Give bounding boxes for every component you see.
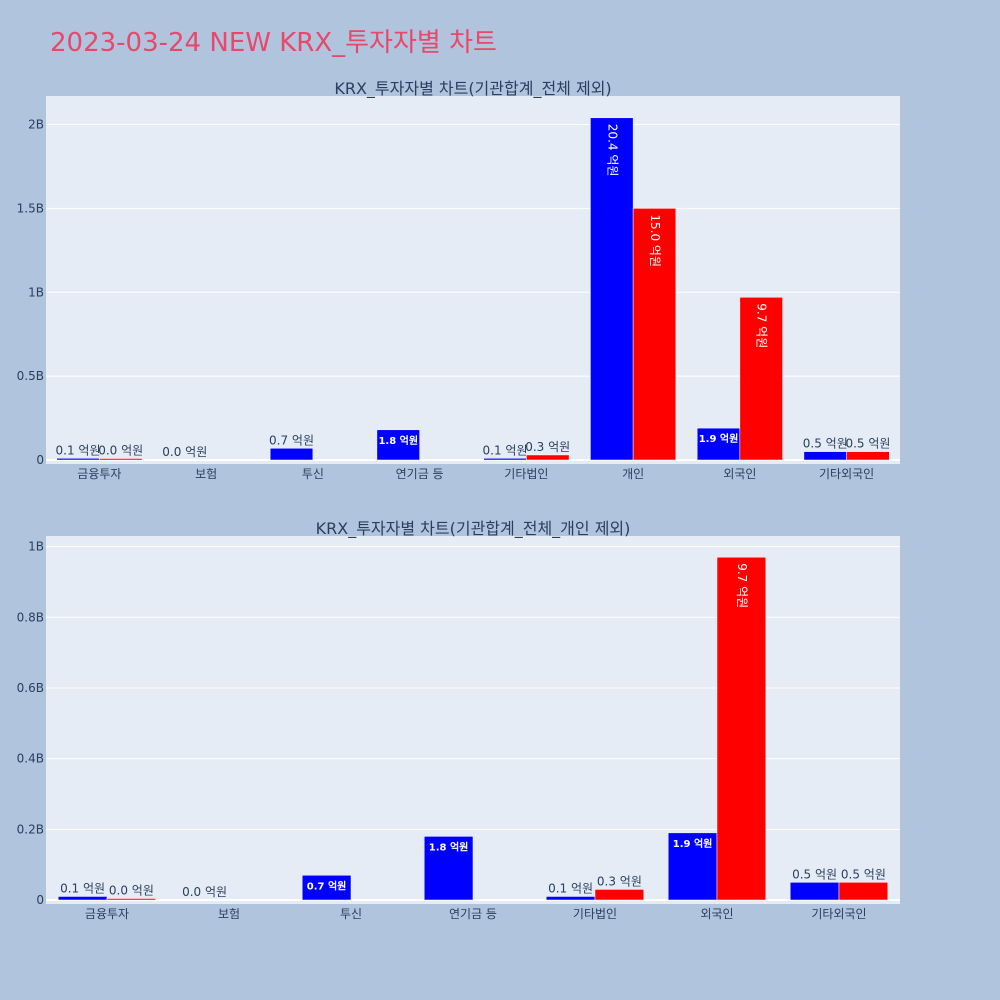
data-label: 1.8 억원 [429,840,469,853]
x-tick-label: 개인 [622,467,644,481]
data-label: 0.0 억원 [98,444,143,458]
data-label: 0.1 억원 [56,443,101,457]
data-label: 0.7 억원 [269,433,314,447]
bar [789,882,840,901]
data-label: 0.0 억원 [109,884,154,898]
data-label: 15.0 억원 [648,214,662,267]
bar [667,832,718,901]
bar [716,556,767,901]
x-tick-label: 투신 [302,467,324,481]
data-label: 0.0 억원 [182,885,227,899]
y-tick-label: 0.6B [17,681,44,695]
data-label: 1.9 억원 [673,837,713,850]
x-tick-label: 기타외국인 [811,907,866,921]
bar [590,117,634,461]
bar [632,208,677,461]
data-label: 9.7 억원 [735,563,749,608]
chart-bottom: 0 0.2B 0.4B 0.6B 0.8B 1B KRX_투자자별 차트(기관합계_전체_개… [17,519,900,921]
data-label: 20.4 억원 [605,124,619,177]
data-label: 0.5 억원 [803,437,848,451]
bar [594,889,645,901]
y-tick-label: 0.4B [17,752,44,766]
y-tick-label: 1B [28,540,44,554]
data-label: 1.8 억원 [378,434,418,447]
x-tick-label: 연기금 등 [396,467,444,481]
bar [57,896,108,901]
x-tick-label: 보험 [195,467,217,481]
bar [106,898,157,901]
page-title: 2023-03-24 NEW KRX_투자자별 차트 [50,28,497,58]
x-tick-label: 기타법인 [504,467,548,481]
chart-top: 0 0.5B 1B 1.5B 2B KRX_투자자별 차트(기관합계_전체 제외) 금융투자… [17,79,900,481]
bar [301,875,352,901]
y-tick-label: 2B [28,118,44,132]
x-tick-label: 기타외국인 [819,467,874,481]
bar [423,836,474,901]
x-tick-label: 투신 [340,907,362,921]
data-label: 0.1 억원 [548,881,593,895]
x-tick-label: 기타법인 [573,907,617,921]
data-label: 0.3 억원 [597,874,642,888]
data-label: 0.1 억원 [483,443,528,457]
x-tick-label: 연기금 등 [449,907,497,921]
x-tick-label: 금융투자 [77,467,121,481]
bar [838,882,889,901]
bar [269,448,314,461]
chart-title: KRX_투자자별 차트(기관합계_전체 제외) [334,79,611,99]
y-tick-label: 1.5B [17,201,44,215]
y-tick-label: 0 [36,453,44,467]
x-tick-label: 외국인 [700,907,733,921]
y-tick-label: 1B [28,285,44,299]
bar [526,454,570,461]
y-tick-label: 0.5B [17,369,44,383]
data-label: 0.3 억원 [525,440,570,454]
y-tick-label: 0.8B [17,610,44,624]
bar [376,429,420,461]
data-label: 0.5 억원 [841,867,886,881]
data-label: 0.0 억원 [162,445,207,459]
bar [696,427,741,461]
bar [739,297,783,461]
x-tick-label: 외국인 [723,467,756,481]
bar [545,896,596,901]
bar [846,451,890,461]
x-tick-label: 금융투자 [85,907,129,921]
y-tick-label: 0 [36,893,44,907]
x-tick-label: 보험 [218,907,240,921]
data-label: 0.5 억원 [845,437,890,451]
data-label: 0.7 억원 [307,879,347,892]
data-label: 0.5 억원 [792,867,837,881]
data-label: 1.9 억원 [699,432,739,445]
data-label: 0.1 억원 [60,881,105,895]
bar [99,458,143,461]
chart-title: KRX_투자자별 차트(기관합계_전체_개인 제외) [316,519,631,539]
y-tick-label: 0.2B [17,822,44,836]
data-label: 9.7 억원 [755,303,769,348]
